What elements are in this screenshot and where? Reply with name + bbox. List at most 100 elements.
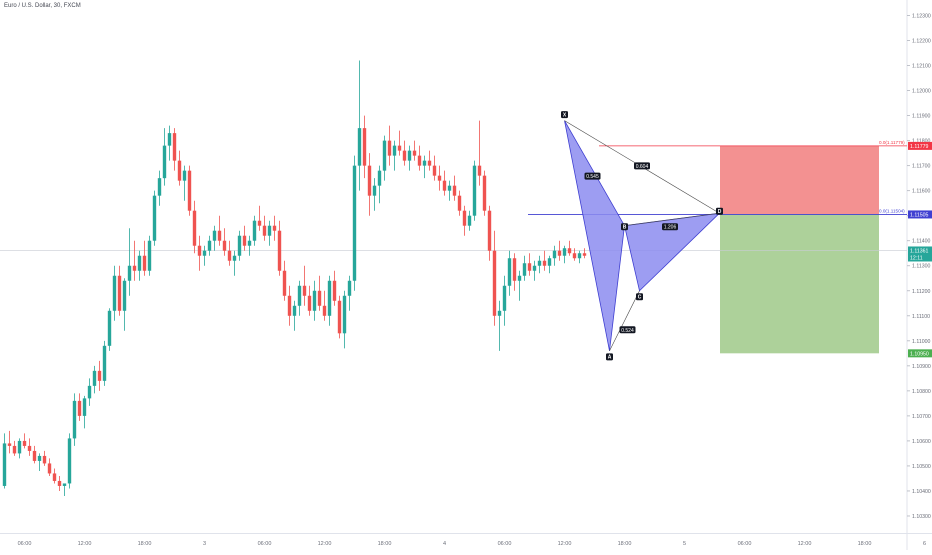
x-tick-label: 06:00 xyxy=(738,541,752,547)
pattern-point-c-bg xyxy=(636,293,643,301)
candle-body xyxy=(232,255,237,261)
candle-body xyxy=(157,178,162,196)
pattern-point-b: B xyxy=(623,225,627,231)
candle-body xyxy=(357,128,362,166)
candle-body xyxy=(312,290,317,311)
candle-body xyxy=(37,455,42,461)
candle-body xyxy=(7,443,12,446)
candle-body xyxy=(347,280,352,296)
candle-body xyxy=(172,133,177,161)
pattern-point-c: C xyxy=(638,295,642,301)
candle-body xyxy=(307,295,312,311)
pattern-point-a-bg xyxy=(606,353,613,361)
ratio-bcd-bg xyxy=(662,223,678,231)
candle-body xyxy=(207,240,212,251)
ratio-abc: 0.524 xyxy=(621,328,634,334)
candle-body xyxy=(477,165,482,176)
x-tick-label: 18:00 xyxy=(378,541,392,547)
symbol-title: Euro / U.S. Dollar, 30, FXCM xyxy=(4,3,81,9)
candle-body xyxy=(187,170,192,211)
current-price-tag-bg xyxy=(908,246,932,262)
candle-body xyxy=(112,275,117,311)
x-tick-label: 3 xyxy=(203,541,206,547)
candle-body xyxy=(532,265,537,271)
candle-body xyxy=(572,253,577,259)
candle-body xyxy=(82,398,87,416)
candle-body xyxy=(387,140,392,156)
candle-body xyxy=(557,250,562,256)
candle-body xyxy=(427,160,432,166)
candle-body xyxy=(242,235,247,246)
ratio-xad-bg xyxy=(634,162,650,170)
candle-body xyxy=(417,155,422,166)
candle-body xyxy=(522,263,527,276)
candle-body xyxy=(542,260,547,266)
candle-body xyxy=(432,165,437,176)
candle-body xyxy=(397,145,402,151)
candle-body xyxy=(227,250,232,261)
candle-body xyxy=(487,210,492,251)
candle-body xyxy=(77,400,82,416)
candle-body xyxy=(177,160,182,181)
candle-body xyxy=(192,210,197,246)
candle-body xyxy=(507,258,512,286)
ratio-xad: 0.604 xyxy=(636,164,649,170)
candle-body xyxy=(67,438,72,484)
target-price-tag: 1.10950 xyxy=(910,351,929,357)
pattern-point-x-bg xyxy=(561,111,568,119)
entry-price-tag: 1.11505 xyxy=(910,212,928,218)
candle-body xyxy=(262,225,267,236)
candle-body xyxy=(92,370,97,386)
candle-body xyxy=(147,240,152,271)
candle-body xyxy=(27,445,32,451)
candle-body xyxy=(352,165,357,281)
candle-body xyxy=(497,310,502,316)
x-tick-label: 4 xyxy=(443,541,446,547)
candle-body xyxy=(12,445,17,454)
y-tick-label: 1.10900 xyxy=(912,364,931,370)
candle-body xyxy=(547,258,552,266)
candle-body xyxy=(337,300,342,334)
candle-body xyxy=(567,248,572,254)
candle-body xyxy=(52,473,57,481)
candle-body xyxy=(407,150,412,161)
entry-level-label: 0.0(1.11504) xyxy=(879,208,905,213)
candle-body xyxy=(452,185,457,196)
take-profit-zone xyxy=(720,214,879,354)
candle-body xyxy=(287,295,292,316)
pattern-ac-line xyxy=(609,290,640,351)
candle-body xyxy=(167,133,172,146)
candle-body xyxy=(42,455,47,464)
candle-body xyxy=(2,443,7,486)
current-price-tag: 1.11361 xyxy=(910,248,928,254)
candle-body xyxy=(57,480,62,486)
candle-body xyxy=(32,450,37,461)
candle-body xyxy=(457,195,462,211)
candle-body xyxy=(182,170,187,181)
candle-body xyxy=(442,180,447,191)
candle-body xyxy=(472,165,477,216)
candle-body xyxy=(517,275,522,281)
candle-body xyxy=(332,280,337,301)
ratio-bcd: 1.206 xyxy=(664,225,677,231)
candle-body xyxy=(562,248,567,256)
ratio-xab-bg xyxy=(584,172,601,180)
candle-body xyxy=(492,250,497,316)
candle-body xyxy=(482,175,487,211)
candle-body xyxy=(362,128,367,166)
candle-body xyxy=(282,270,287,296)
x-tick-label: 6 xyxy=(923,541,926,547)
y-tick-label: 1.11800 xyxy=(912,139,930,145)
candle-body xyxy=(247,240,252,246)
candle-body xyxy=(217,230,222,241)
candle-body xyxy=(152,195,157,241)
y-tick-label: 1.11000 xyxy=(912,339,930,345)
y-tick-label: 1.12100 xyxy=(912,64,931,70)
pattern-point-d-bg xyxy=(716,207,723,215)
stop-level-label: 0.0(1.11779) xyxy=(879,140,905,145)
x-tick-label: 06:00 xyxy=(498,541,512,547)
y-tick-label: 1.12200 xyxy=(912,39,931,45)
candle-body xyxy=(462,210,467,226)
